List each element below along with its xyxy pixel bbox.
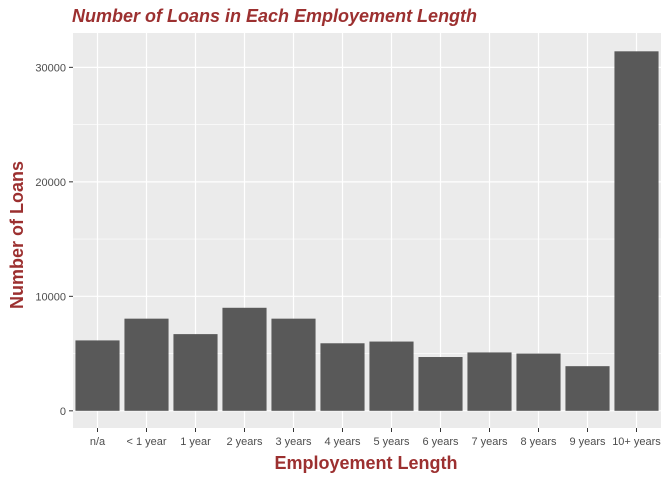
y-tick-label: 20000 <box>35 177 66 189</box>
y-tick-label: 30000 <box>35 62 66 74</box>
y-axis: 0 10000 20000 30000 <box>35 62 73 418</box>
x-tick-label: < 1 year <box>126 436 166 448</box>
chart-title: Number of Loans in Each Employement Leng… <box>72 6 477 26</box>
bars <box>75 51 659 411</box>
x-tick-label: 6 years <box>422 436 459 448</box>
bar <box>516 353 561 411</box>
x-tick-label: 9 years <box>569 436 606 448</box>
bar <box>418 357 463 411</box>
bar <box>467 352 512 411</box>
bar <box>565 366 610 411</box>
x-tick-label: 5 years <box>373 436 410 448</box>
bar <box>320 343 365 411</box>
bar <box>173 334 218 411</box>
x-tick-label: 4 years <box>324 436 361 448</box>
y-tick-label: 10000 <box>35 291 66 303</box>
x-tick-label: 8 years <box>520 436 557 448</box>
x-axis-title: Employement Length <box>274 453 457 473</box>
x-tick-label: 10+ years <box>612 436 661 448</box>
x-tick-label: 7 years <box>471 436 508 448</box>
x-tick-label: n/a <box>90 436 106 448</box>
x-axis: n/a < 1 year 1 year 2 years 3 years 4 years 5 … <box>90 428 661 448</box>
bar <box>271 318 316 411</box>
x-tick-label: 1 year <box>180 436 211 448</box>
bar <box>124 318 169 411</box>
y-axis-title: Number of Loans <box>7 161 27 309</box>
x-tick-label: 2 years <box>226 436 263 448</box>
y-tick-label: 0 <box>60 406 66 418</box>
bar <box>614 51 659 411</box>
bar <box>75 340 120 411</box>
grid-minor <box>73 124 661 354</box>
bar <box>369 341 414 411</box>
x-tick-label: 3 years <box>275 436 312 448</box>
bar <box>222 307 267 411</box>
plot-panel <box>73 33 661 428</box>
